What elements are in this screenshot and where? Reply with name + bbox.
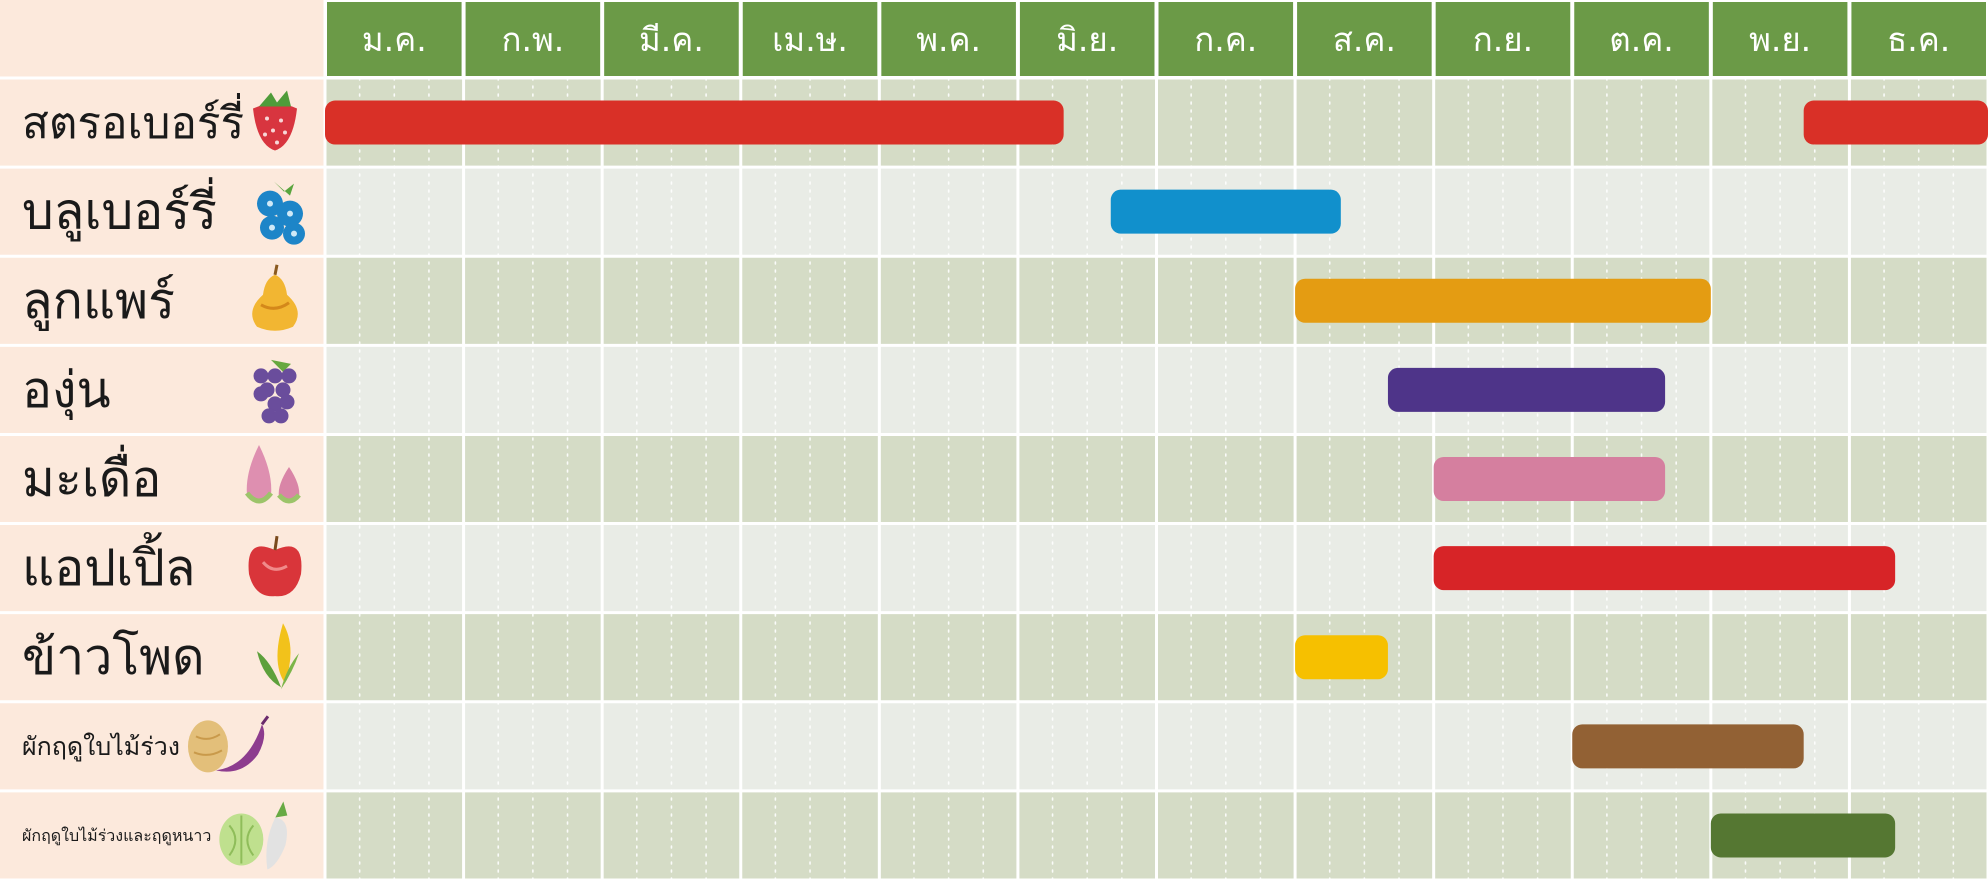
month-header-cell	[1158, 2, 1294, 76]
row-label: แอปเปิ้ล	[22, 532, 195, 597]
month-label: ก.ย.	[1473, 20, 1533, 59]
month-header-cell	[742, 2, 878, 76]
month-label: พ.ย.	[1749, 20, 1811, 59]
season-bar	[1433, 457, 1666, 501]
month-label: ธ.ค.	[1887, 20, 1950, 59]
grape-icon	[253, 359, 297, 424]
row-label: สตรอเบอร์รี่	[22, 92, 244, 149]
season-bar	[1710, 813, 1896, 858]
strawberry-icon	[253, 90, 297, 151]
season-bar	[1803, 100, 1988, 145]
month-header-cell	[1297, 2, 1432, 76]
month-label: ต.ค.	[1609, 20, 1674, 59]
row-label: ข้าวโพด	[22, 628, 205, 686]
month-header-cell	[1574, 2, 1709, 76]
season-bar	[1433, 546, 1896, 591]
fig-icon	[245, 445, 301, 504]
row-label: มะเดื่อ	[22, 445, 161, 508]
month-header-cell	[604, 2, 739, 76]
row-labels: สตรอเบอร์รี่บลูเบอร์รี่ลูกแพร์องุ่นมะเดื…	[22, 92, 244, 846]
row-label: บลูเบอร์รี่	[22, 178, 217, 242]
blueberry-icon	[257, 181, 305, 245]
month-header: ม.ค. ก.พ. มี.ค. เม.ษ. พ.ค. มิ.ย. ก.ค. ส.ค. ก.ย. ต…	[327, 2, 1986, 76]
row-label: ผักฤดูใบไม้ร่วง	[22, 732, 180, 762]
season-bar	[325, 100, 1064, 145]
month-header-cell	[1435, 2, 1571, 76]
cabbage-radish-icon	[219, 801, 288, 870]
month-header-cell	[327, 2, 462, 76]
season-bars	[325, 100, 1988, 858]
apple-icon	[248, 535, 302, 597]
month-label: ก.ค.	[1194, 20, 1257, 59]
pear-icon	[252, 264, 298, 331]
month-label: พ.ค.	[916, 20, 981, 59]
month-label: เม.ษ.	[772, 20, 848, 59]
month-label: มิ.ย.	[1056, 20, 1118, 59]
season-bar	[1295, 278, 1711, 323]
row-icons	[187, 90, 305, 870]
month-header-cell	[1019, 2, 1155, 76]
season-bar	[1572, 724, 1804, 769]
month-header-cell	[465, 2, 601, 76]
month-label: ก.พ.	[502, 20, 565, 59]
season-bar	[1110, 189, 1341, 234]
month-header-cell	[1851, 2, 1986, 76]
sweet-potato-icon	[187, 715, 270, 773]
month-label: ม.ค.	[362, 20, 427, 59]
season-bar	[1387, 367, 1666, 412]
corn-icon	[257, 623, 299, 690]
row-label: ผักฤดูใบไม้ร่วงและฤดูหนาว	[22, 826, 211, 846]
month-label: มี.ค.	[639, 20, 704, 59]
month-label: ส.ค.	[1333, 20, 1396, 59]
season-bar	[1295, 635, 1388, 680]
row-label: องุ่น	[22, 361, 111, 420]
month-header-cell	[1712, 2, 1848, 76]
row-label: ลูกแพร์	[22, 272, 175, 331]
month-header-cell	[881, 2, 1016, 76]
